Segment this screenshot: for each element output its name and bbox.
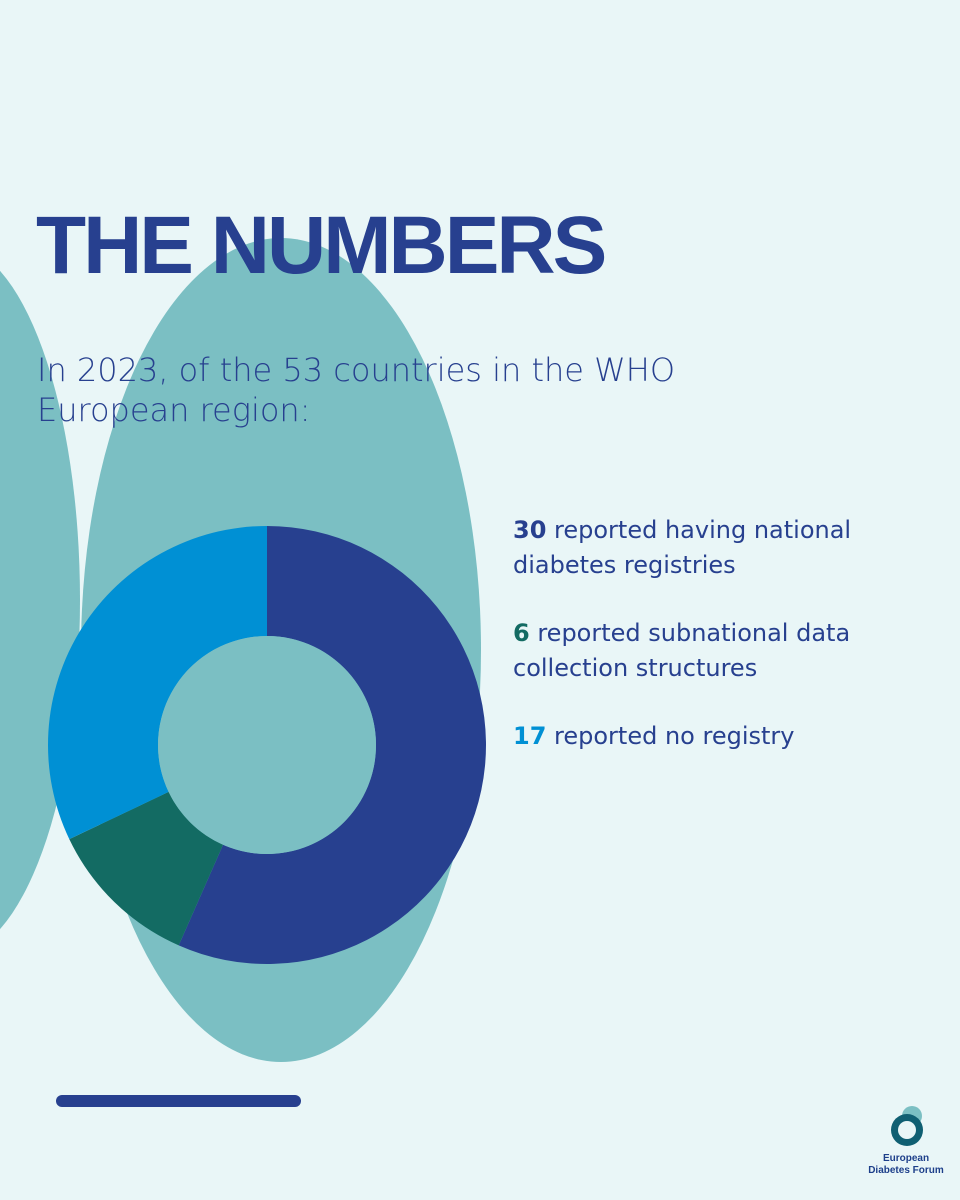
european-diabetes-forum-logo: European Diabetes Forum: [850, 1095, 960, 1195]
stat-text: reported having national diabetes regist…: [513, 516, 852, 579]
stat-number: 30: [513, 516, 547, 544]
overlapping-circles-logo-icon: [891, 1106, 923, 1146]
stat-national-registries: 30 reported having national diabetes reg…: [513, 513, 933, 583]
stat-text: reported no registry: [546, 722, 795, 750]
stat-no-registry: 17 reported no registry: [513, 719, 933, 754]
decorative-bar: [56, 1095, 301, 1107]
donut-hole: [158, 636, 376, 854]
donut-slice-2: [69, 791, 224, 946]
stat-number: 17: [513, 722, 547, 750]
logo-text: European Diabetes Forum: [850, 1153, 960, 1177]
logo-line-1: European: [882, 1153, 930, 1164]
stat-text: reported subnational data collection str…: [513, 619, 851, 682]
stats-list: 30 reported having national diabetes reg…: [513, 513, 933, 787]
page-title: THE NUMBERS: [36, 200, 607, 291]
stat-subnational-structures: 6 reported subnational data collection s…: [513, 616, 933, 686]
page-subtitle: In 2023, of the 53 countries in the WHO …: [37, 351, 676, 429]
donut-slice-3: [48, 526, 268, 840]
donut-slice-1: [178, 526, 487, 964]
logo-line-2: Diabetes Forum: [868, 1165, 944, 1176]
stat-number: 6: [513, 619, 530, 647]
